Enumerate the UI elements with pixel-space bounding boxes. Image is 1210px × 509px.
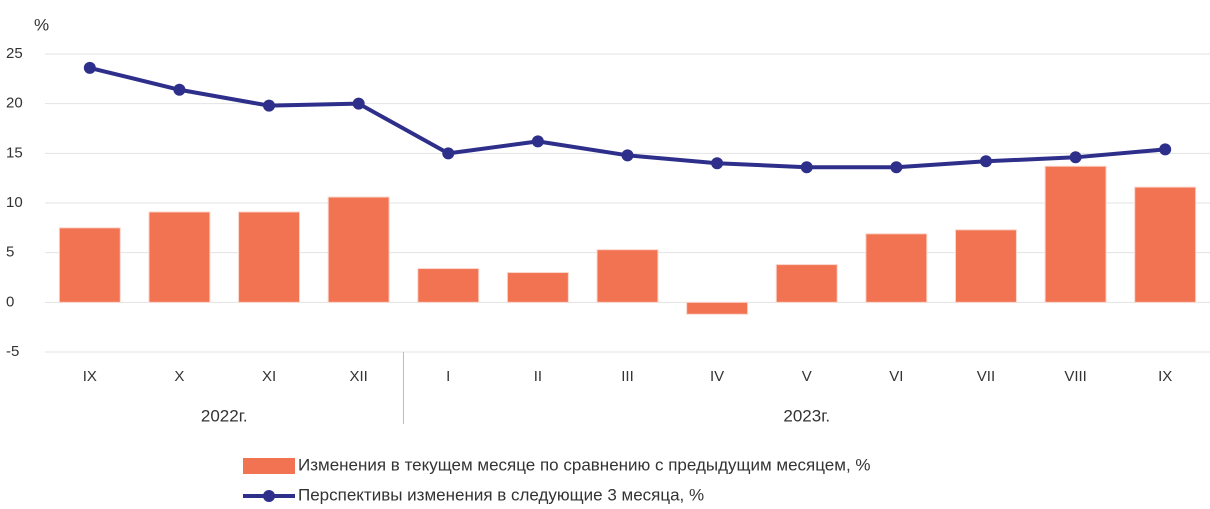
y-tick-label: 0 bbox=[6, 293, 14, 310]
bar bbox=[238, 211, 301, 303]
bar bbox=[1044, 165, 1107, 303]
y-tick-label: 20 bbox=[6, 95, 23, 112]
bar bbox=[148, 211, 211, 303]
legend-swatch bbox=[243, 458, 295, 474]
bar bbox=[1134, 186, 1197, 303]
line-point bbox=[442, 147, 455, 160]
line-point bbox=[1069, 151, 1082, 164]
y-tick-label: 10 bbox=[6, 194, 23, 211]
line-point bbox=[263, 99, 276, 112]
bar bbox=[58, 227, 121, 303]
bar bbox=[417, 268, 480, 303]
x-tick-label: III bbox=[621, 368, 634, 385]
y-tick-label: 5 bbox=[6, 244, 14, 261]
x-tick-label: II bbox=[534, 368, 542, 385]
x-tick-label: X bbox=[174, 368, 184, 385]
bar bbox=[506, 272, 569, 303]
x-tick-label: VI bbox=[889, 368, 903, 385]
line-point bbox=[352, 97, 365, 110]
line-point bbox=[800, 161, 813, 174]
bar bbox=[954, 229, 1017, 303]
x-tick-label: IV bbox=[710, 368, 724, 385]
line-point bbox=[83, 61, 96, 74]
x-tick-label: I bbox=[446, 368, 450, 385]
line-point bbox=[173, 83, 186, 96]
line-point bbox=[890, 161, 903, 174]
group-label: 2023г. bbox=[783, 406, 830, 425]
y-tick-label: -5 bbox=[6, 343, 19, 360]
y-tick-label: 25 bbox=[6, 45, 23, 62]
group-label: 2022г. bbox=[201, 406, 248, 425]
y-axis-label: % bbox=[34, 15, 49, 34]
line-point bbox=[1159, 143, 1172, 156]
line-point bbox=[531, 135, 544, 148]
x-tick-label: IX bbox=[83, 368, 97, 385]
bar bbox=[327, 196, 390, 303]
bar bbox=[686, 301, 749, 315]
legend-swatch-point bbox=[263, 490, 275, 502]
bar bbox=[775, 264, 838, 303]
bar bbox=[865, 233, 928, 303]
line-point bbox=[711, 157, 724, 170]
legend-label: Перспективы изменения в следующие 3 меся… bbox=[298, 485, 704, 504]
x-tick-label: IX bbox=[1158, 368, 1172, 385]
line-point bbox=[979, 155, 992, 168]
x-tick-label: V bbox=[802, 368, 812, 385]
y-tick-label: 15 bbox=[6, 144, 23, 161]
bar bbox=[596, 249, 659, 303]
x-tick-label: VII bbox=[977, 368, 995, 385]
line-point bbox=[621, 149, 634, 162]
legend-label: Изменения в текущем месяце по сравнению … bbox=[298, 455, 871, 474]
x-tick-label: XI bbox=[262, 368, 276, 385]
x-tick-label: VIII bbox=[1064, 368, 1087, 385]
x-tick-label: XII bbox=[349, 368, 367, 385]
